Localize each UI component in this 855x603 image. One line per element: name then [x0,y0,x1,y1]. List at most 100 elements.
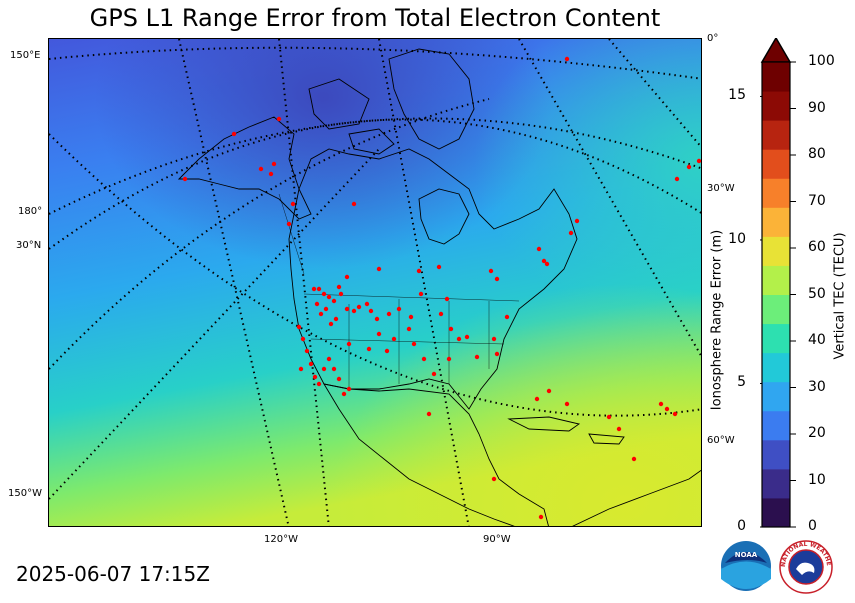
grid-label-30w: 30°W [707,183,735,194]
gps-station-marker [314,301,320,307]
gps-station-marker [474,354,480,360]
colorbar-band [762,468,790,499]
grid-label-30n: 30°N [16,240,42,251]
colorbar-band [762,236,790,266]
tec-tick-label: 90 [808,99,826,116]
colorbar-band [762,323,790,354]
colorbar-band [762,207,790,237]
gps-station-marker [344,274,350,280]
gps-station-marker [364,301,370,307]
gps-station-marker [686,164,692,170]
grid-label-150e: 150°E [10,50,41,61]
tec-tick-label: 10 [808,471,826,488]
gps-station-marker [672,411,678,417]
gps-station-marker [391,336,397,342]
gps-station-marker [326,294,332,300]
tec-tick-label: 70 [808,192,826,209]
gps-station-marker [298,366,304,372]
nws-logo: NATIONAL WEATHER SERVICE [778,539,833,594]
gps-station-marker [296,324,302,330]
gps-station-marker [368,308,374,314]
colorbar-band [762,497,790,528]
tec-map [48,38,702,527]
gps-stations [182,56,701,520]
gps-station-marker [300,336,306,342]
gps-station-marker [488,268,494,274]
gps-station-marker [351,201,357,207]
gps-station-marker [326,356,332,362]
tec-tick-label: 40 [808,332,826,348]
gps-station-marker [446,356,452,362]
gps-station-marker [416,268,422,274]
gps-station-marker [318,311,324,317]
colorbar-band [762,149,790,179]
gps-station-marker [258,166,264,172]
gps-station-marker [290,201,296,207]
gps-station-marker [534,396,540,402]
noaa-logo-text: NOAA [735,551,758,559]
gps-station-marker [333,316,339,322]
colorbar-band [762,265,790,295]
grid-label-90w: 90°W [483,534,511,545]
noaa-logo: NOAA [721,541,771,591]
gps-station-marker [336,376,342,382]
gps-station-marker [544,261,550,267]
gps-station-marker [386,311,392,317]
range-error-tick-label: 10 [728,230,746,247]
gps-station-marker [231,131,237,137]
gps-station-marker [308,361,314,367]
gps-station-marker [574,218,580,224]
gps-station-marker [541,258,547,264]
tec-tick-label: 50 [808,285,826,302]
gps-station-marker [366,346,372,352]
gps-station-marker [344,306,350,312]
grid-label-180: 180° [18,206,43,217]
gps-station-marker [341,391,347,397]
gps-station-marker [323,306,329,312]
coastlines [177,48,701,526]
gps-station-marker [338,291,344,297]
colorbar-band [762,62,790,92]
tec-tick-label: 80 [808,146,826,162]
gps-station-marker [286,221,292,227]
gps-station-marker [406,326,412,332]
range-error-tick-label: 15 [728,87,746,104]
gps-station-marker [376,331,382,337]
gps-station-marker [351,308,357,314]
gps-station-marker [408,314,414,320]
colorbar-band [762,439,790,470]
colorbar-extend-arrow [760,38,792,63]
gps-station-marker [271,161,277,167]
gps-station-marker [374,316,380,322]
gps-station-marker [494,276,500,282]
gps-station-marker [321,291,327,297]
gps-station-marker [431,371,437,377]
gps-station-marker [564,401,570,407]
gps-station-marker [336,284,342,290]
tec-tick-label: 30 [808,378,826,395]
chart-title: GPS L1 Range Error from Total Electron C… [89,4,661,32]
gps-station-marker [538,514,544,520]
gps-station-marker [331,298,337,304]
gps-station-marker [696,158,701,164]
gps-station-marker [384,348,390,354]
gps-station-marker [491,476,497,482]
gps-station-marker [448,326,454,332]
grid-label-120w: 120°W [264,534,298,545]
tec-axis-label: Vertical TEC (TECU) [832,232,848,360]
grid-label-0: 0° [707,33,719,44]
grid-label-60w: 60°W [707,435,735,446]
colorbar-band [762,410,790,441]
gps-station-marker [418,291,424,297]
gps-station-marker [664,406,670,412]
gps-station-marker [396,306,402,312]
gps-station-marker [376,266,382,272]
gps-station-marker [268,171,274,177]
timestamp: 2025-06-07 17:15Z [16,562,210,586]
range-error-tick-label: 0 [737,518,746,534]
gps-station-marker [316,286,322,292]
gps-station-marker [346,341,352,347]
colorbar [760,38,796,528]
gps-station-marker [536,246,542,252]
gps-station-marker [438,311,444,317]
